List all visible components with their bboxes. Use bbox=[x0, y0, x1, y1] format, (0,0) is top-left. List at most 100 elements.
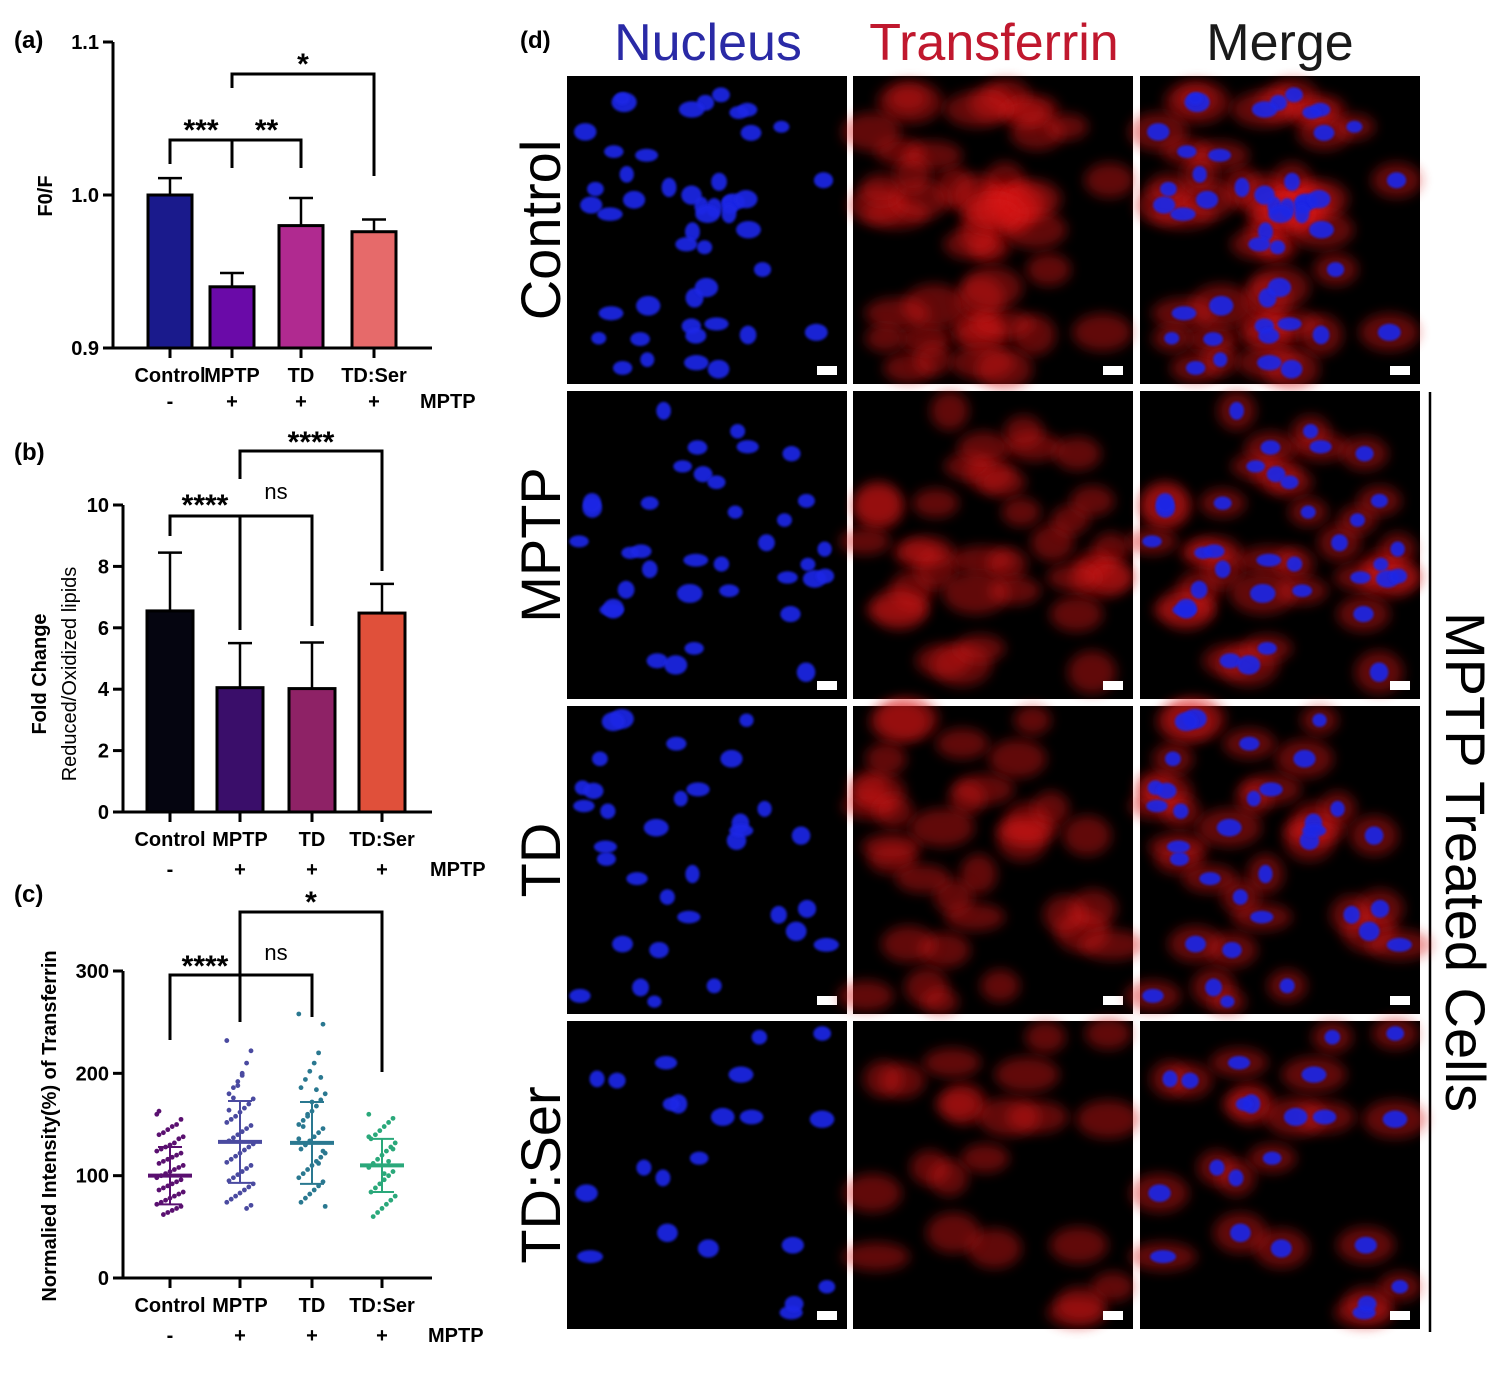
micrograph-background bbox=[567, 1021, 847, 1329]
panel-c-data-point bbox=[233, 1153, 239, 1159]
nucleus-blob bbox=[729, 106, 749, 119]
transferrin-signal bbox=[912, 488, 959, 518]
panel-c-treatment-sign: + bbox=[234, 1325, 246, 1347]
nucleus-blob bbox=[1349, 513, 1365, 527]
nucleus-blob bbox=[673, 790, 688, 807]
nucleus-blob bbox=[656, 401, 671, 420]
panel-c-data-point bbox=[176, 1165, 182, 1170]
panel-c-data-point bbox=[314, 1103, 319, 1109]
panel-c-data-point bbox=[316, 1050, 321, 1056]
panel-c-data-point bbox=[154, 1201, 160, 1207]
nucleus-blob bbox=[1220, 995, 1235, 1008]
transferrin-signal bbox=[865, 324, 905, 353]
transferrin-signal bbox=[1031, 791, 1070, 827]
scale-bar bbox=[1103, 996, 1123, 1005]
panel-c-data-point bbox=[244, 1126, 250, 1131]
panel-c-data-point bbox=[298, 1146, 304, 1152]
nucleus-blob bbox=[575, 1184, 598, 1202]
panel-c-data-point bbox=[178, 1177, 184, 1183]
panel-c-data-point bbox=[314, 1087, 319, 1093]
panel-b-treatment-sign: + bbox=[234, 859, 246, 881]
panel-a-bar-0 bbox=[146, 193, 194, 350]
panel-c-data-point bbox=[320, 1148, 326, 1154]
transferrin-signal bbox=[894, 155, 932, 193]
nucleus-blob bbox=[1258, 327, 1280, 344]
panel-a-y-tick-label: 0.9 bbox=[71, 338, 99, 360]
nucleus-blob bbox=[1213, 352, 1228, 368]
panel-c-data-point bbox=[316, 1160, 321, 1166]
nucleus-blob bbox=[1175, 598, 1197, 619]
nucleus-blob bbox=[602, 598, 624, 619]
panel-c-y-tick-label: 0 bbox=[98, 1268, 109, 1290]
nucleus-blob bbox=[1302, 106, 1322, 119]
transferrin-signal bbox=[1076, 1100, 1140, 1139]
nucleus-blob bbox=[1346, 120, 1363, 133]
panel-a-treatment-label: MPTP bbox=[420, 391, 476, 413]
nucleus-blob bbox=[612, 935, 633, 953]
panel-b-category-label: MPTP bbox=[212, 829, 268, 851]
panel-c-data-point bbox=[386, 1158, 391, 1164]
nucleus-blob bbox=[1203, 544, 1225, 559]
panel-c-data-point bbox=[180, 1163, 186, 1168]
nucleus-blob bbox=[1373, 557, 1389, 572]
row-label-td-ser: TD:Ser bbox=[509, 1086, 572, 1263]
nucleus-blob bbox=[1389, 568, 1408, 584]
nucleus-blob bbox=[630, 332, 650, 347]
nucleus-blob bbox=[601, 712, 625, 732]
panel-d-label: (d) bbox=[520, 27, 551, 54]
panel-c-data-point bbox=[244, 1060, 250, 1066]
transferrin-signal bbox=[1014, 705, 1052, 736]
nucleus-blob bbox=[1142, 988, 1164, 1003]
nucleus-blob bbox=[1386, 172, 1407, 189]
nucleus-blob bbox=[683, 553, 709, 567]
transferrin-signal bbox=[995, 816, 1059, 845]
nucleus-blob bbox=[1246, 790, 1261, 807]
nucleus-blob bbox=[1257, 354, 1282, 371]
transferrin-signal bbox=[929, 1159, 969, 1197]
panel-c-data-point bbox=[156, 1108, 162, 1114]
nucleus-blob bbox=[614, 92, 630, 105]
panel-c-data-point bbox=[298, 1199, 304, 1205]
nucleus-blob bbox=[587, 181, 604, 197]
nucleus-blob bbox=[1173, 803, 1189, 819]
nucleus-blob bbox=[569, 988, 591, 1003]
nucleus-blob bbox=[1269, 240, 1286, 255]
panel-c-data-point bbox=[305, 1167, 310, 1172]
nucleus-blob bbox=[676, 583, 703, 603]
nucleus-blob bbox=[1230, 1223, 1251, 1243]
panel-c-data-point bbox=[165, 1127, 171, 1133]
nucleus-blob bbox=[1153, 196, 1176, 214]
transferrin-signal bbox=[1000, 98, 1050, 127]
transferrin-signal bbox=[1079, 929, 1146, 961]
nucleus-blob bbox=[1258, 864, 1273, 884]
nucleus-blob bbox=[1350, 571, 1371, 584]
panel-c-data-point bbox=[318, 1154, 324, 1160]
micrograph-nucleus-td bbox=[567, 706, 847, 1014]
panel-c-data-point bbox=[248, 1048, 254, 1054]
transferrin-signal bbox=[842, 112, 901, 152]
panel-c-data-point bbox=[373, 1132, 378, 1138]
transferrin-signal bbox=[1001, 497, 1041, 527]
nucleus-blob bbox=[1292, 584, 1313, 598]
panel-a-comparison-bracket bbox=[230, 72, 376, 176]
panel-c-data-point bbox=[300, 1124, 306, 1129]
transferrin-signal bbox=[943, 228, 1002, 260]
nucleus-blob bbox=[1270, 1239, 1292, 1258]
panel-b-treatment-label: MPTP bbox=[430, 859, 486, 881]
transferrin-signal bbox=[1091, 1271, 1135, 1302]
nucleus-blob bbox=[757, 800, 772, 817]
nucleus-blob bbox=[657, 1223, 678, 1243]
transferrin-signal bbox=[967, 1228, 1022, 1269]
panel-c-data-point bbox=[169, 1208, 175, 1213]
micrograph-merge-control bbox=[1129, 76, 1422, 390]
panel-c-data-point bbox=[228, 1196, 234, 1202]
panel-c-data-point bbox=[298, 1085, 304, 1091]
panel-c-y-tick-label: 200 bbox=[76, 1063, 109, 1085]
panel-c-data-point bbox=[311, 1187, 317, 1193]
panel-c-data-point bbox=[366, 1111, 372, 1117]
panel-c-data-point bbox=[163, 1197, 169, 1203]
nucleus-blob bbox=[1283, 1107, 1308, 1126]
nucleus-blob bbox=[719, 584, 740, 598]
panel-a-bar-1 bbox=[208, 285, 256, 350]
nucleus-blob bbox=[608, 1072, 626, 1089]
